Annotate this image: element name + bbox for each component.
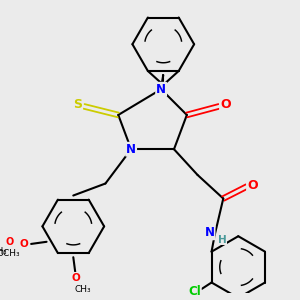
Text: O: O <box>71 273 80 283</box>
Text: N: N <box>126 143 136 156</box>
Text: CH₃: CH₃ <box>0 247 7 256</box>
Text: O: O <box>220 98 231 111</box>
Text: CH₃: CH₃ <box>75 285 92 294</box>
Text: O: O <box>20 239 28 249</box>
Text: S: S <box>73 98 82 111</box>
Text: N: N <box>205 226 214 239</box>
Text: O: O <box>6 237 14 247</box>
Text: H: H <box>218 235 227 245</box>
Text: Cl: Cl <box>188 285 201 298</box>
Text: OCH₃: OCH₃ <box>0 249 20 258</box>
Text: O: O <box>247 179 258 192</box>
Text: N: N <box>156 83 166 96</box>
